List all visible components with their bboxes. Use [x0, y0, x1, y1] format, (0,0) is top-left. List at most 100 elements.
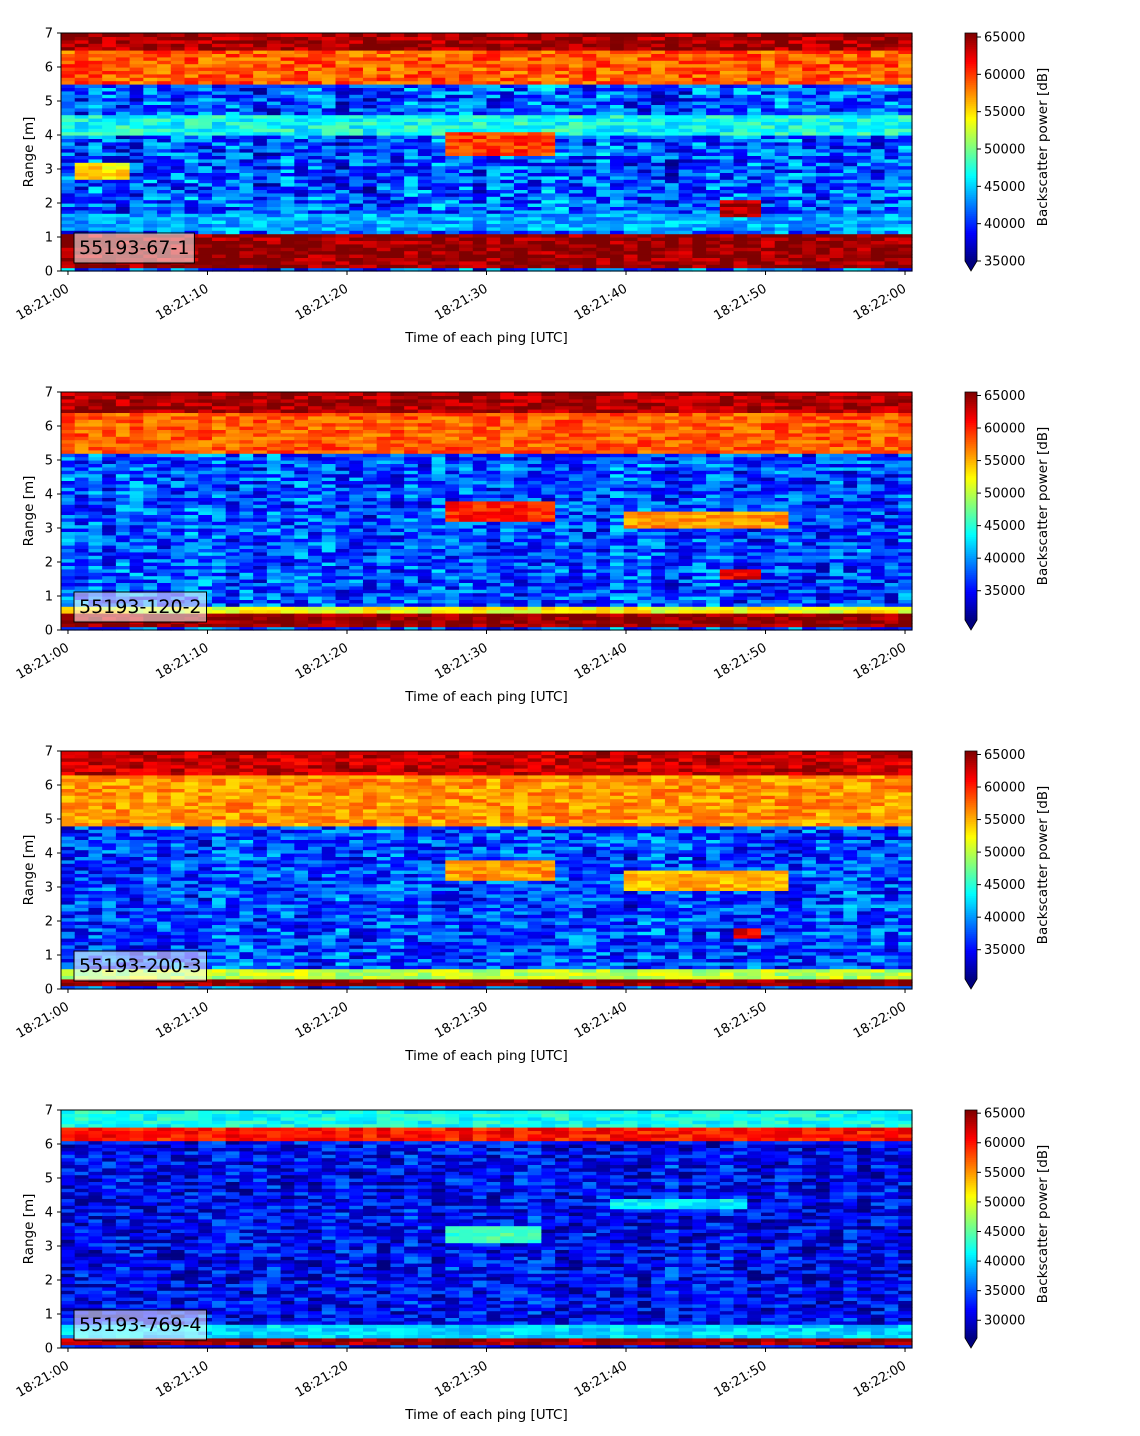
- heatmap-cell: [102, 138, 117, 143]
- heatmap-cell: [74, 436, 90, 441]
- heatmap-cell: [733, 94, 748, 99]
- heatmap-cell: [321, 199, 337, 204]
- heatmap-cell: [376, 250, 392, 255]
- heatmap-cell: [88, 114, 103, 119]
- heatmap-cell: [884, 186, 899, 190]
- heatmap-cell: [225, 101, 241, 105]
- heatmap-cell: [129, 264, 144, 269]
- heatmap-cell: [417, 141, 433, 146]
- heatmap-cell: [651, 94, 666, 99]
- heatmap-cell: [500, 254, 515, 258]
- heatmap-cell: [637, 46, 652, 51]
- heatmap-cell: [623, 182, 639, 187]
- heatmap-cell: [857, 56, 872, 61]
- heatmap-cell: [459, 158, 474, 163]
- heatmap-cell: [788, 196, 803, 201]
- heatmap-cell: [170, 46, 186, 51]
- heatmap-cell: [115, 50, 131, 54]
- heatmap-cell: [198, 260, 213, 265]
- heatmap-cell: [184, 203, 199, 207]
- heatmap-cell: [527, 111, 543, 116]
- heatmap-cell: [88, 213, 103, 218]
- heatmap-cell: [692, 50, 707, 54]
- heatmap-cell: [637, 257, 652, 262]
- heatmap-cell: [486, 107, 501, 112]
- heatmap-cell: [637, 165, 652, 170]
- heatmap-cell: [513, 260, 529, 265]
- heatmap-cell: [884, 77, 899, 82]
- heatmap-cell: [335, 155, 350, 160]
- heatmap-cell: [815, 155, 831, 160]
- heatmap-cell: [857, 267, 872, 272]
- heatmap-cell: [308, 135, 323, 139]
- heatmap-cell: [568, 121, 584, 126]
- heatmap-cell: [88, 67, 103, 71]
- heatmap-cell: [157, 203, 172, 207]
- heatmap-cell: [568, 233, 584, 238]
- heatmap-cell: [568, 138, 584, 143]
- heatmap-cell: [774, 118, 790, 122]
- heatmap-cell: [308, 182, 323, 187]
- heatmap-cell: [898, 230, 913, 235]
- heatmap-cell: [678, 56, 693, 61]
- heatmap-cell: [637, 179, 652, 184]
- heatmap-cell: [719, 141, 735, 146]
- heatmap-cell: [129, 114, 144, 119]
- heatmap-cell: [541, 36, 556, 41]
- heatmap-cell: [651, 226, 666, 231]
- heatmap-cell: [129, 436, 144, 441]
- heatmap-cell: [747, 209, 762, 214]
- heatmap-cell: [500, 138, 515, 143]
- heatmap-cell: [362, 53, 378, 58]
- heatmap-cell: [225, 162, 241, 167]
- heatmap-cell: [404, 70, 419, 75]
- heatmap-cell: [596, 240, 611, 245]
- colorbar-segment: [965, 219, 977, 222]
- heatmap-cell: [664, 39, 680, 44]
- colorbar-segment: [965, 97, 977, 101]
- heatmap-cell: [198, 111, 213, 116]
- heatmap-cell: [706, 77, 721, 82]
- colorbar-segment: [965, 131, 977, 135]
- heatmap-cell: [610, 182, 625, 187]
- colorbar-segment: [965, 192, 977, 196]
- heatmap-cell: [390, 128, 405, 133]
- heatmap-cell: [184, 39, 199, 44]
- heatmap-cell: [61, 572, 76, 577]
- heatmap-cell: [610, 84, 625, 88]
- heatmap-cell: [129, 97, 144, 102]
- heatmap-cell: [568, 67, 584, 71]
- heatmap-cell: [417, 175, 433, 180]
- heatmap-cell: [61, 36, 76, 41]
- colorbar-title: Backscatter power [dB]: [1035, 68, 1051, 227]
- heatmap-cell: [417, 94, 433, 99]
- heatmap-cell: [404, 77, 419, 82]
- heatmap-cell: [651, 155, 666, 160]
- heatmap-cell: [761, 135, 776, 139]
- heatmap-cell: [568, 226, 584, 231]
- heatmap-cell: [513, 237, 529, 241]
- heatmap-cell: [815, 175, 831, 180]
- heatmap-cell: [637, 220, 652, 224]
- heatmap-cell: [239, 60, 254, 65]
- heatmap-cell: [527, 141, 543, 146]
- heatmap-cell: [74, 39, 90, 44]
- heatmap-cell: [500, 213, 515, 218]
- heatmap-cell: [651, 141, 666, 146]
- heatmap-cell: [472, 216, 488, 221]
- heatmap-cell: [88, 521, 103, 526]
- heatmap-cell: [239, 87, 254, 92]
- heatmap-cell: [253, 152, 268, 156]
- heatmap-cell: [88, 443, 103, 447]
- heatmap-cell: [472, 155, 488, 160]
- heatmap-cell: [404, 33, 419, 37]
- heatmap-cell: [74, 480, 90, 485]
- heatmap-cell: [596, 230, 611, 235]
- heatmap-cell: [376, 141, 392, 146]
- heatmap-cell: [417, 203, 433, 207]
- heatmap-cell: [733, 189, 748, 194]
- heatmap-cell: [582, 43, 597, 48]
- heatmap-cell: [362, 152, 378, 156]
- heatmap-cell: [541, 131, 556, 136]
- colorbar-segment: [965, 200, 977, 203]
